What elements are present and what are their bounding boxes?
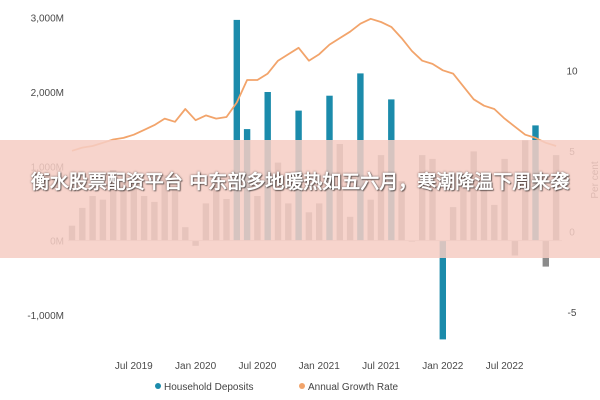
legend-marker-household-deposits: [155, 383, 161, 389]
right-tick-label: -5: [568, 308, 577, 319]
x-axis-ticks: Jul 2019 Jan 2020 Jul 2020 Jan 2021 Jul 2021…: [115, 361, 524, 372]
bar-household-deposits: [439, 240, 446, 340]
headline-banner: [0, 140, 600, 258]
legend: Household Deposits Annual Growth Rate: [155, 382, 398, 393]
x-tick-label: Jul 2020: [238, 361, 276, 372]
x-tick-label: Jan 2021: [299, 361, 341, 372]
headline-text[interactable]: 衡水股票配资平台 中东部多地暖热如五六月，寒潮降温下周来袭: [30, 171, 570, 193]
legend-label-annual-growth-rate: Annual Growth Rate: [308, 382, 398, 393]
x-tick-label: Jul 2021: [362, 361, 400, 372]
left-tick-label: -1,000M: [27, 311, 64, 322]
x-tick-label: Jul 2019: [115, 361, 153, 372]
right-tick-label: 10: [566, 66, 578, 77]
x-tick-label: Jan 2022: [422, 361, 464, 372]
bar-household-deposits: [233, 19, 240, 241]
legend-marker-annual-growth-rate: [299, 383, 305, 389]
left-tick-label: 3,000M: [31, 14, 64, 25]
x-tick-label: Jan 2020: [175, 361, 217, 372]
left-tick-label: 2,000M: [31, 88, 64, 99]
x-tick-label: Jul 2022: [486, 361, 524, 372]
series-line-annual-growth-rate: [71, 17, 557, 152]
legend-label-household-deposits: Household Deposits: [164, 382, 254, 393]
